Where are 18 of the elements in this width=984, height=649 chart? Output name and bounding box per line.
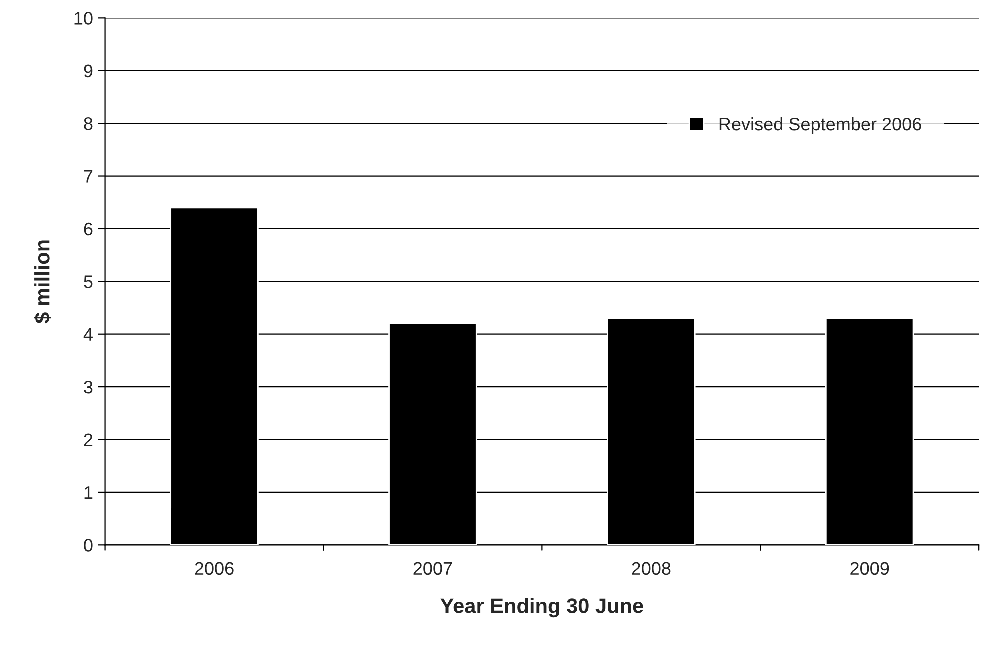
y-tick-label: 7 xyxy=(84,170,93,183)
y-tick-label: 2 xyxy=(84,434,93,446)
x-axis-title: Year Ending 30 June xyxy=(440,598,644,618)
x-tick-label: 2008 xyxy=(632,562,671,576)
legend-label: Revised September 2006 xyxy=(720,117,922,134)
y-axis-title: $ million xyxy=(34,240,52,324)
x-tick-label: 2009 xyxy=(850,562,890,576)
y-tick-label: 10 xyxy=(74,12,93,25)
x-tick-label: 2007 xyxy=(414,562,452,576)
x-tick-label: 2006 xyxy=(195,562,234,576)
y-tick-label: 6 xyxy=(84,222,93,236)
y-tick-label: 8 xyxy=(84,118,93,130)
y-tick-label: 3 xyxy=(84,381,93,394)
y-tick-label: 5 xyxy=(84,276,93,288)
y-tick-label: 0 xyxy=(84,539,93,552)
y-tick-label: 4 xyxy=(84,328,93,341)
y-tick-label: 9 xyxy=(84,64,93,78)
y-tick-label: 1 xyxy=(84,486,93,500)
